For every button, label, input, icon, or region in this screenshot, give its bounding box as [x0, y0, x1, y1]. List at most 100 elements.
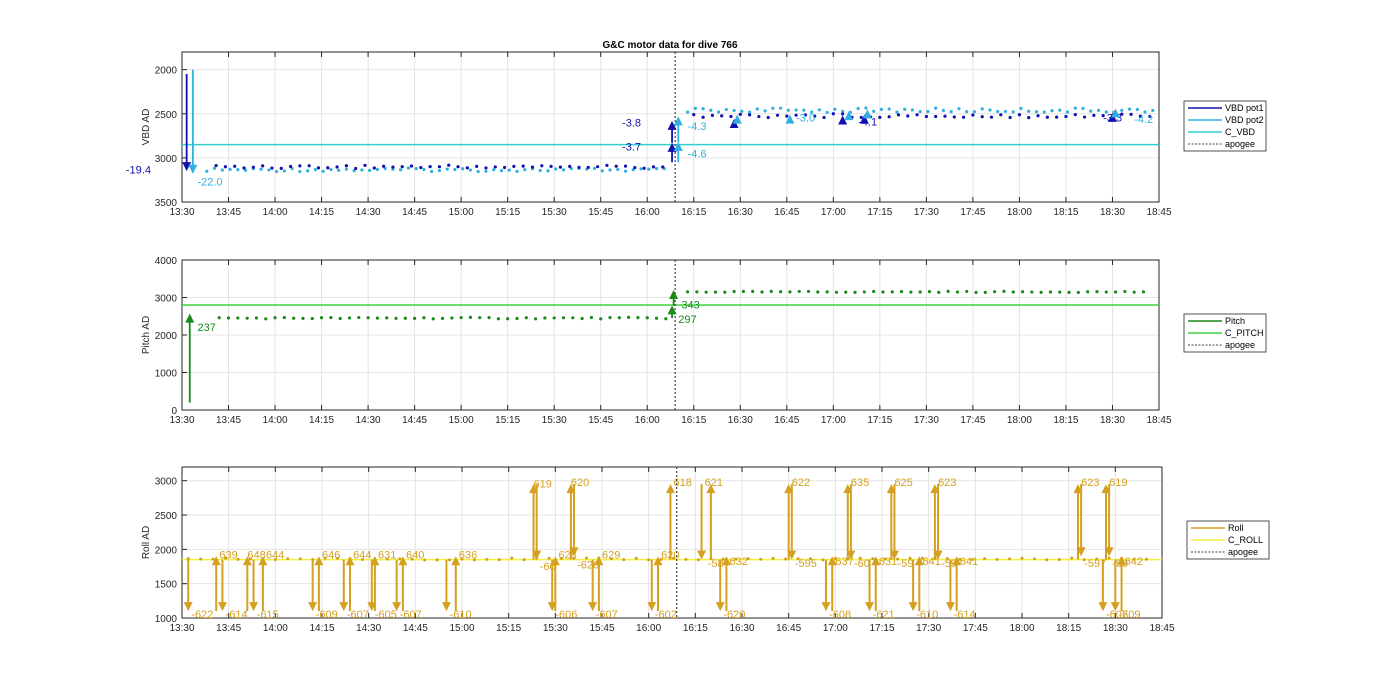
roll-point — [1008, 557, 1012, 561]
roll-point — [833, 556, 837, 560]
pitch-xtick-label: 17:45 — [960, 415, 985, 426]
roll-arrow-label: 641 — [922, 556, 940, 568]
vbd-xtick-label: 17:00 — [821, 207, 846, 218]
roll-arrowhead — [594, 556, 604, 566]
roll-point — [472, 558, 476, 562]
vbd-pot2-point — [1120, 108, 1124, 112]
vbd-pot2-point — [1034, 110, 1039, 114]
roll-xtick-label: 15:30 — [543, 623, 568, 634]
vbd-pot2-point — [724, 107, 728, 112]
vbd-pot1-point — [1073, 113, 1077, 117]
pitch-point — [403, 316, 407, 320]
vbd-arrow-label: -4.1 — [858, 117, 877, 129]
roll-point — [298, 557, 302, 561]
roll-arrowhead — [211, 556, 221, 566]
vbd-pot1-point — [822, 115, 826, 120]
roll-arrowhead — [308, 602, 318, 612]
pitch-legend-label: apogee — [1225, 340, 1255, 350]
roll-point — [572, 556, 576, 560]
roll-xtick-label: 16:00 — [636, 623, 661, 634]
vbd-pot2-point — [833, 107, 837, 111]
roll-arrow-label: -59 — [941, 558, 957, 570]
roll-arrowhead — [914, 556, 924, 566]
roll-xtick-label: 16:15 — [683, 623, 708, 634]
vbd-pot2-point — [337, 168, 341, 172]
vbd-pot1-point — [558, 165, 562, 169]
pitch-ytick-label: 3000 — [155, 294, 178, 305]
vbd-arrowhead — [667, 120, 677, 130]
pitch-point — [468, 315, 473, 320]
roll-arrowhead — [441, 602, 451, 612]
roll-point — [423, 558, 427, 562]
roll-arrow-label: -609 — [316, 609, 338, 621]
vbd-pot2-point — [1143, 110, 1147, 114]
roll-point — [385, 557, 389, 561]
vbd-pot1-point — [251, 165, 255, 169]
vbd-pot2-point — [368, 168, 372, 172]
roll-arrow-label: -606 — [555, 609, 577, 621]
pitch-point — [779, 290, 783, 294]
roll-xtick-label: 15:45 — [589, 623, 614, 634]
vbd-pot2-point — [972, 110, 977, 114]
pitch-point — [487, 316, 491, 320]
vbd-legend-label: C_VBD — [1225, 127, 1256, 137]
pitch-point — [983, 290, 987, 294]
pitch-point — [580, 316, 584, 321]
pitch-point — [273, 316, 277, 320]
roll-point — [858, 556, 862, 560]
roll-arrowhead — [1110, 602, 1120, 612]
vbd-pot1-point — [1064, 114, 1068, 119]
vbd-pot2-point — [523, 168, 527, 172]
vbd-pot1-point — [989, 115, 994, 119]
pitch-xtick-label: 14:45 — [402, 415, 427, 426]
vbd-pot1-point — [493, 165, 497, 169]
pitch-point — [788, 290, 792, 294]
vbd-xtick-label: 18:00 — [1007, 207, 1032, 218]
roll-arrowhead — [889, 550, 899, 560]
vbd-pot1-point — [512, 164, 516, 168]
pitch-point — [1011, 290, 1015, 294]
roll-point — [647, 558, 651, 562]
vbd-pot2-point — [949, 110, 953, 114]
vbd-pot1-point — [775, 113, 780, 117]
vbd-pot1-point — [831, 112, 835, 116]
pitch-point — [599, 317, 603, 321]
roll-arrowhead — [706, 484, 716, 494]
vbd-arrow-label: -3.8 — [622, 118, 641, 130]
pitch-point — [1020, 290, 1025, 294]
roll-point — [684, 557, 688, 561]
roll-arrow-label: -608 — [829, 609, 851, 621]
vbd-pot2-point — [817, 108, 821, 112]
pitch-point — [1002, 289, 1006, 293]
pitch-point — [955, 290, 959, 294]
pitch-ytick-label: 1000 — [155, 369, 178, 380]
roll-arrowhead — [952, 556, 962, 566]
vbd-pot2-point — [399, 168, 403, 172]
vbd-pot2-point — [205, 169, 209, 173]
pitch-point — [440, 316, 445, 320]
pitch-ytick-label: 0 — [171, 406, 177, 417]
vbd-arrowhead — [673, 142, 683, 151]
vbd-pot1-point — [1027, 116, 1031, 120]
pitch-point — [292, 316, 296, 320]
pitch-point — [872, 289, 876, 294]
vbd-arrowhead — [838, 115, 848, 125]
vbd-pot1-point — [568, 164, 572, 168]
roll-xtick-label: 13:45 — [216, 623, 241, 634]
roll-arrowhead — [871, 556, 881, 566]
roll-point — [398, 557, 402, 561]
pitch-point — [816, 290, 820, 294]
vbd-pot2-point — [1027, 109, 1031, 113]
vbd-xtick-label: 14:45 — [402, 207, 427, 218]
roll-arrowhead — [588, 602, 598, 612]
pitch-point — [533, 317, 538, 321]
roll-arrow-label: -597 — [1084, 558, 1106, 570]
roll-xtick-label: 18:45 — [1149, 623, 1174, 634]
vbd-pot2-point — [957, 107, 961, 111]
roll-arrowhead — [392, 602, 402, 612]
pitch-point — [1123, 289, 1127, 294]
roll-arrow-label: -605 — [375, 609, 397, 621]
vbd-pot2-point — [856, 106, 860, 111]
vbd-ylabel: VBD AD — [141, 109, 152, 146]
roll-arrowhead — [665, 484, 675, 494]
